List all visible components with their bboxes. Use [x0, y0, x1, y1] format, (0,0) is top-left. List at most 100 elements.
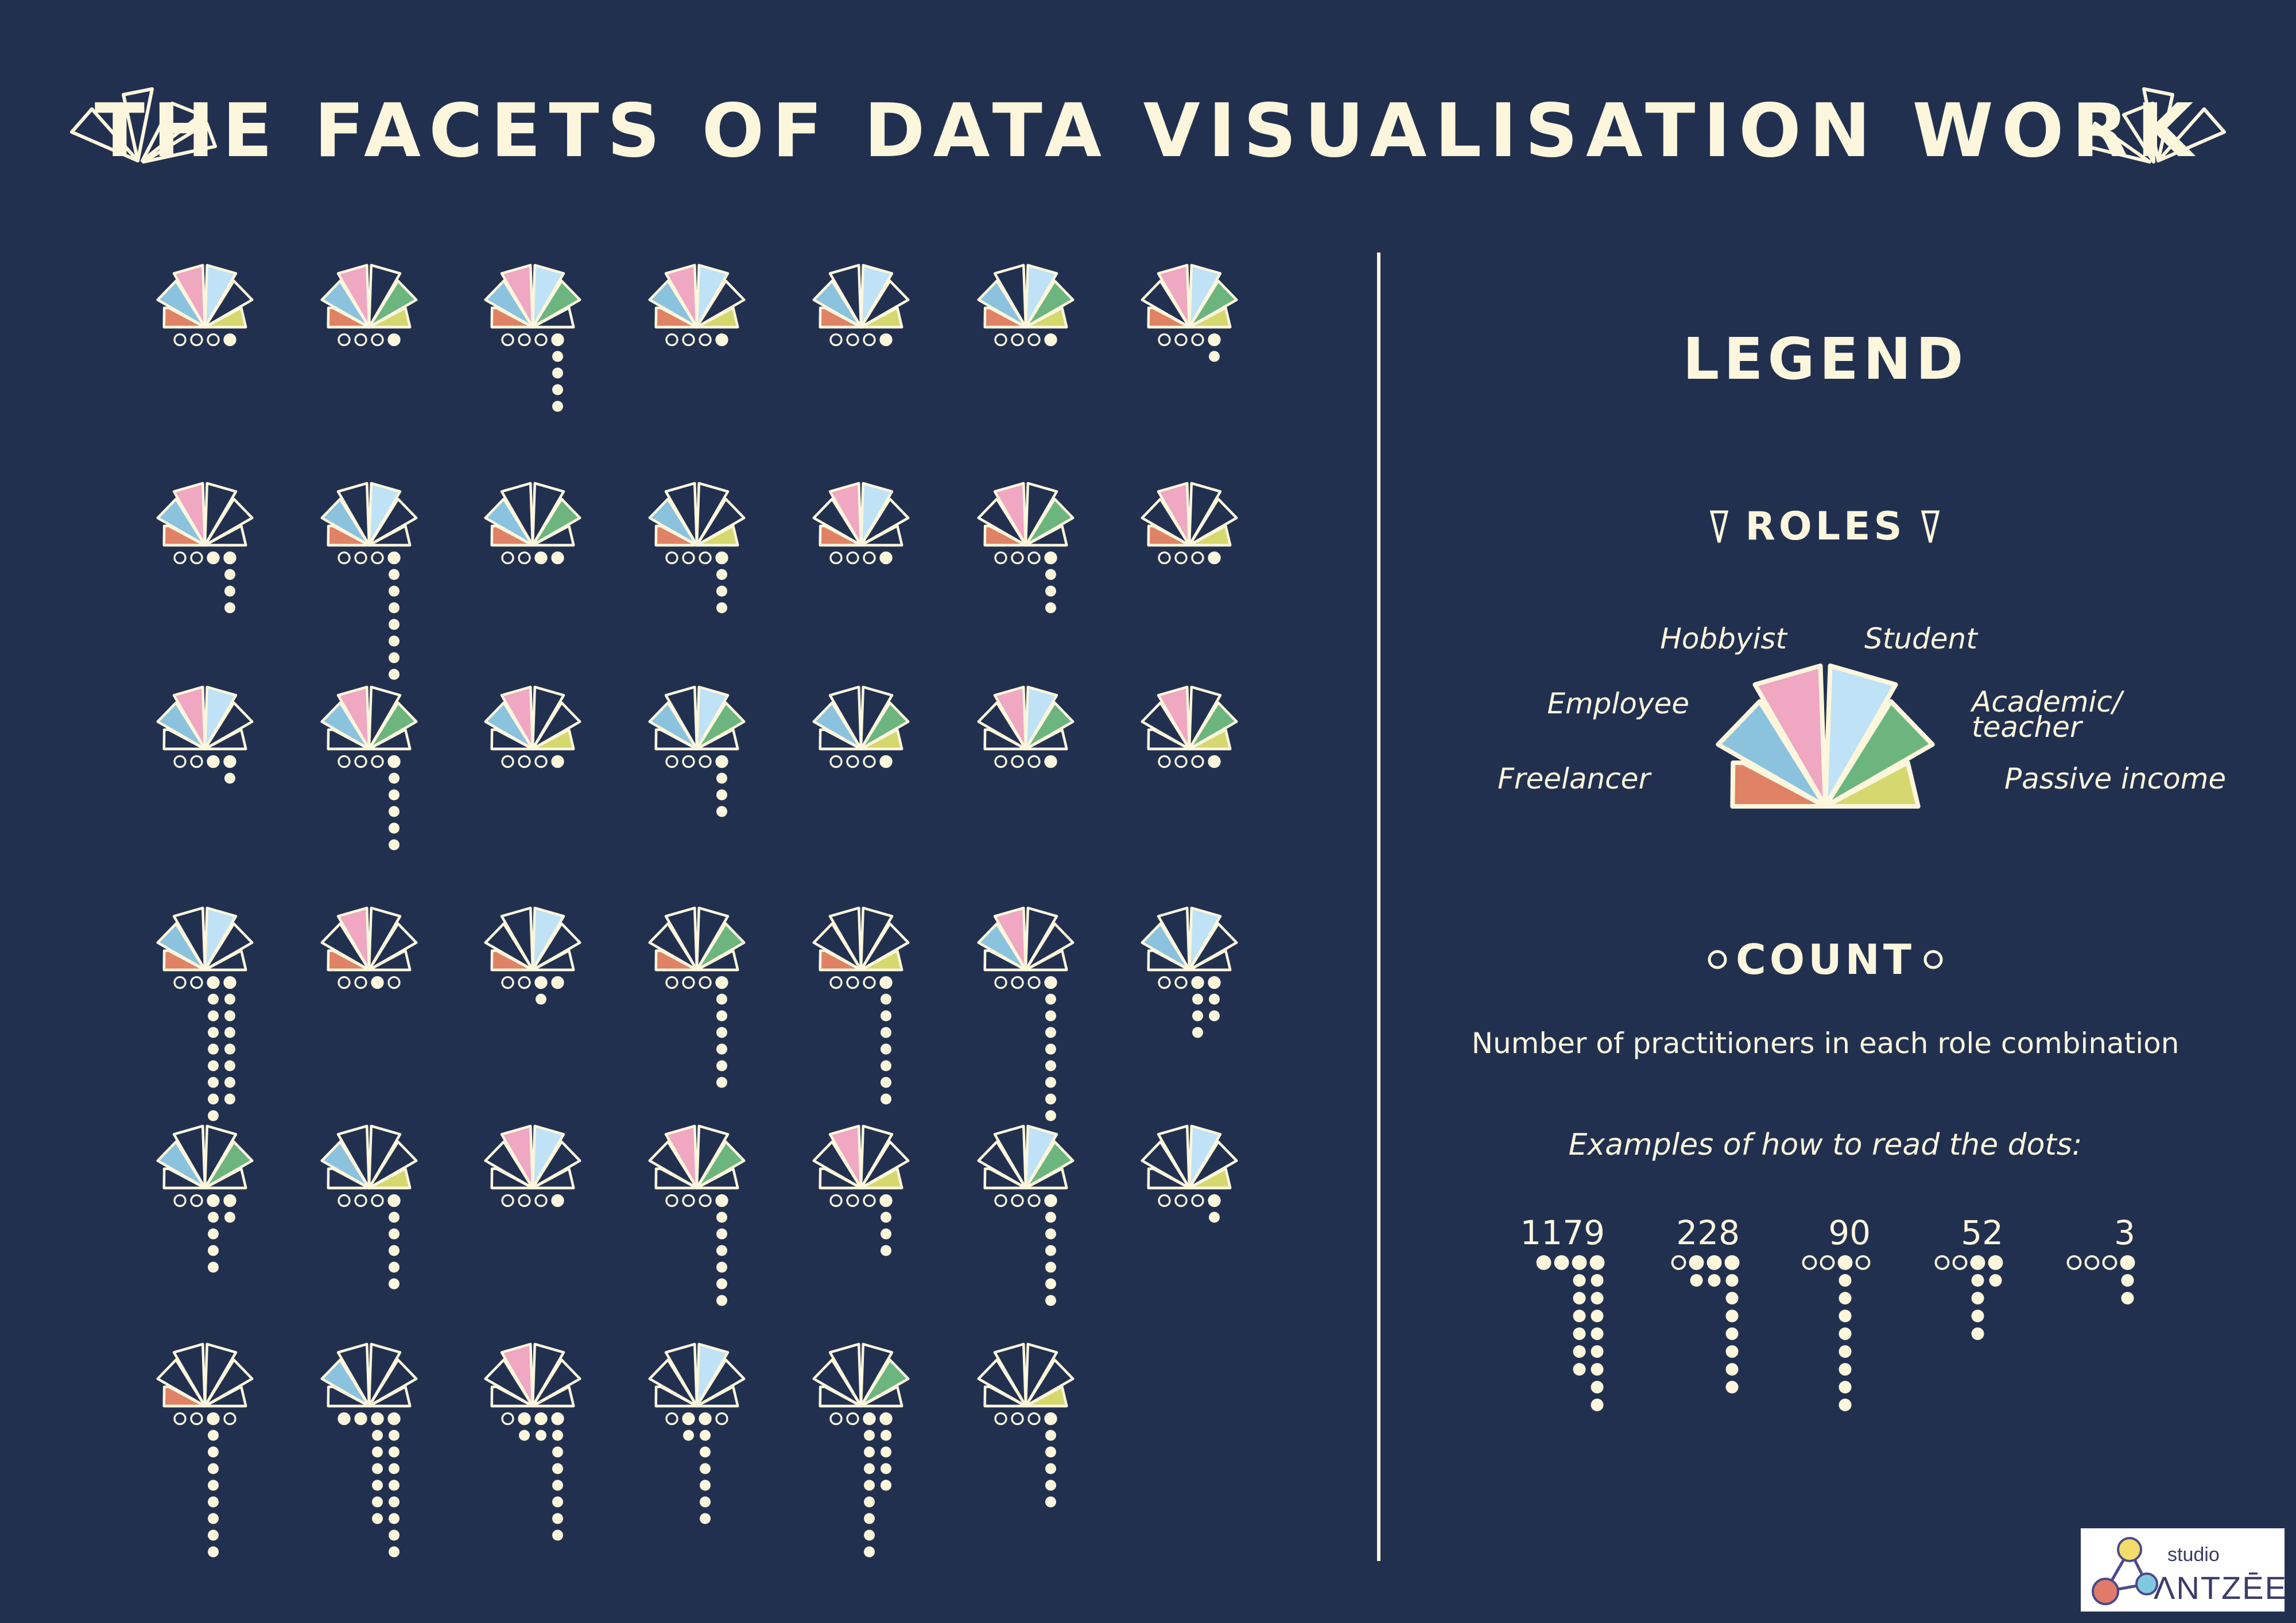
glyph-9-dot-col3-6 [389, 652, 400, 663]
glyph-25-dot-col3-1 [716, 993, 727, 1005]
glyph-39-dot-col2-4 [700, 1480, 711, 1491]
glyph-29-dot-col2-3 [208, 1245, 219, 1256]
glyph-40-dot-col1-0 [846, 1412, 859, 1426]
brand-badge: studio ΛNTZĒE [2081, 1528, 2287, 1612]
glyph-27-dot-col3-5 [1045, 1060, 1056, 1071]
glyph-35-sector-hobbyist [1157, 1124, 1191, 1190]
glyph-5 [812, 263, 910, 347]
count-example-52-dot-col0-0 [1934, 1255, 1950, 1270]
count-example-228: 228 [1671, 1213, 1740, 1393]
glyph-22-dot-col2-1 [208, 993, 219, 1005]
legend-role-labels: Freelancer Employee Hobbyist Student Academi… [1498, 622, 2226, 795]
glyph-15-dot-col1-0 [190, 755, 203, 768]
count-example-228-dot-col2-0 [1707, 1255, 1722, 1270]
glyph-29-dot-col2-1 [208, 1212, 219, 1223]
count-example-90-dot-col3-0 [1855, 1255, 1871, 1270]
glyph-6-dot-col3-0 [1044, 333, 1057, 347]
glyph-38-dot-col3-4 [552, 1480, 563, 1491]
glyph-16-dot-col2-0 [371, 755, 384, 768]
glyph-21-dot-col0-0 [1158, 755, 1171, 768]
glyph-24-dot-col2-0 [534, 976, 548, 989]
glyph-39-dot-col0-0 [665, 1412, 678, 1426]
count-example-90-dot-col2-8 [1839, 1399, 1852, 1411]
legend-label-hobbyist: Hobbyist [1660, 622, 1788, 655]
glyph-17-dot-col1-0 [518, 755, 531, 768]
glyph-22-dot-col2-6 [208, 1077, 219, 1088]
glyph-25-dot-col3-2 [716, 1010, 727, 1022]
glyph-7-dot-col2-0 [1191, 333, 1204, 347]
glyph-8-dot-col1-0 [190, 551, 203, 565]
glyph-34 [977, 1124, 1075, 1306]
count-example-52-label: 52 [1961, 1213, 2003, 1252]
glyph-39-sector-hobbyist [664, 1342, 699, 1408]
glyph-37-dot-col2-6 [372, 1513, 383, 1524]
legend-fan-sector-student [1823, 663, 1898, 809]
glyph-39-dot-col1-1 [683, 1430, 694, 1441]
glyph-24 [484, 906, 581, 1005]
glyph-36-dot-col2-5 [208, 1496, 219, 1508]
glyph-2-dot-col2-0 [371, 333, 384, 347]
glyph-2-dot-col3-0 [387, 333, 401, 347]
glyph-22-dot-col3-0 [223, 976, 236, 989]
glyph-8-dot-col3-0 [223, 551, 236, 565]
glyph-8-dot-col3-3 [224, 602, 235, 614]
glyph-16-dot-col3-3 [389, 806, 400, 817]
glyph-37-dot-col2-0 [371, 1412, 384, 1426]
count-example-1179-dot-col1-0 [1554, 1255, 1569, 1270]
glyph-23-sector-hobbyist [336, 906, 371, 972]
glyph-2-sector-hobbyist [336, 263, 371, 329]
glyph-40-dot-col3-4 [881, 1480, 891, 1491]
glyph-7-dot-col3-0 [1208, 333, 1221, 347]
glyph-19-sector-hobbyist [828, 685, 863, 751]
title-right-ornament [2085, 87, 2226, 164]
glyph-5-dot-col3-0 [879, 333, 893, 347]
count-example-52-dot-col2-3 [1971, 1310, 1984, 1322]
glyph-16-dot-col0-0 [338, 755, 351, 768]
glyph-27-dot-col3-2 [1045, 1010, 1056, 1022]
glyph-36-dot-col2-7 [208, 1529, 219, 1541]
glyph-25-dot-col3-4 [716, 1043, 727, 1055]
legend-label-freelancer: Freelancer [1498, 762, 1652, 795]
glyph-41-dot-col3-3 [1045, 1463, 1056, 1474]
glyph-24-sector-hobbyist [500, 906, 534, 972]
glyph-36-dot-col0-0 [173, 1412, 187, 1426]
glyph-17 [484, 685, 581, 768]
glyph-25 [648, 906, 746, 1088]
glyph-41-dot-col1-0 [1011, 1412, 1024, 1426]
glyph-10-dot-col1-0 [518, 551, 531, 565]
glyph-30-dot-col3-1 [389, 1212, 400, 1223]
glyph-39-dot-col2-5 [700, 1496, 711, 1508]
diamond-icon [1921, 510, 1940, 543]
glyph-40-dot-col3-1 [881, 1430, 891, 1441]
glyph-17-dot-col2-0 [534, 755, 548, 768]
glyph-18-dot-col3-1 [716, 772, 727, 784]
glyph-1-sector-hobbyist [172, 263, 207, 329]
glyph-3 [484, 263, 581, 412]
glyph-12-dot-col1-0 [846, 551, 859, 565]
count-example-3-dot-col0-0 [2066, 1255, 2082, 1270]
count-example-1179-dot-col2-3 [1573, 1310, 1586, 1322]
glyph-38-dot-col3-1 [552, 1430, 563, 1441]
glyph-10-sector-hobbyist [500, 482, 534, 547]
count-example-1179-dot-col2-1 [1573, 1274, 1586, 1287]
glyph-22 [156, 906, 254, 1121]
glyph-16-sector-hobbyist [336, 685, 371, 751]
glyph-40-dot-col2-2 [864, 1446, 875, 1458]
glyph-29-dot-col2-0 [207, 1194, 220, 1207]
glyph-22-dot-col3-6 [224, 1077, 235, 1088]
glyph-8-dot-col3-1 [224, 569, 235, 580]
brand-name: ΛNTZĒE [2154, 1570, 2287, 1606]
count-example-90: 90 [1802, 1213, 1871, 1411]
glyph-32-dot-col3-6 [716, 1295, 727, 1306]
glyph-29-dot-col2-2 [208, 1228, 219, 1240]
glyph-13 [977, 482, 1075, 614]
glyph-14-dot-col2-0 [1191, 551, 1204, 565]
glyph-17-dot-col0-0 [501, 755, 514, 768]
glyph-26-dot-col3-3 [881, 1027, 891, 1038]
glyph-36-dot-col2-8 [208, 1546, 219, 1558]
count-example-90-dot-col2-3 [1839, 1310, 1852, 1322]
glyph-13-dot-col3-2 [1045, 585, 1056, 597]
glyph-23-dot-col3-0 [387, 976, 401, 989]
glyph-36-dot-col2-3 [208, 1463, 219, 1474]
count-example-1179-dot-col2-4 [1573, 1327, 1586, 1340]
